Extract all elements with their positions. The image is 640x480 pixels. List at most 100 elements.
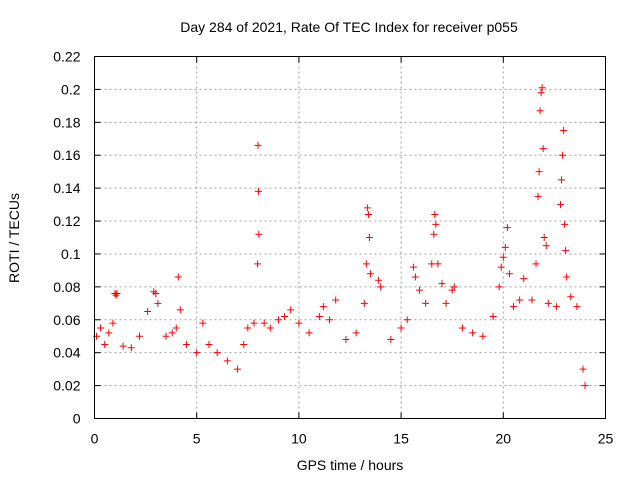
data-point: [501, 243, 509, 251]
data-point: [364, 210, 372, 218]
data-point: [442, 299, 450, 307]
data-point: [305, 329, 313, 337]
chart-title: Day 284 of 2021, Rate Of TEC Index for r…: [180, 19, 518, 35]
data-point: [573, 303, 581, 311]
data-point: [375, 276, 383, 284]
data-point: [505, 270, 513, 278]
data-point: [365, 234, 373, 241]
data-point: [255, 230, 263, 238]
data-point: [536, 107, 544, 115]
gridlines: [94, 56, 606, 419]
data-point: [528, 296, 536, 304]
data-point: [422, 299, 430, 307]
data-point: [274, 316, 282, 324]
data-point: [567, 293, 575, 301]
data-point: [234, 365, 242, 373]
data-point: [223, 357, 231, 365]
data-point: [315, 312, 323, 320]
data-point: [537, 89, 545, 97]
data-points: [93, 84, 589, 390]
data-point: [499, 253, 507, 261]
data-point: [538, 84, 546, 92]
data-point: [558, 176, 566, 184]
data-point: [193, 349, 201, 357]
y-tick-label: 0.02: [53, 378, 80, 394]
data-point: [411, 273, 419, 281]
x-tick-label: 25: [598, 431, 614, 447]
data-point: [559, 151, 567, 159]
data-point: [540, 234, 548, 241]
data-point: [254, 141, 262, 149]
data-point: [97, 324, 105, 332]
data-point: [362, 260, 370, 268]
data-point: [109, 319, 117, 327]
data-point: [144, 308, 152, 316]
y-tick-label: 0.04: [53, 345, 80, 361]
data-point: [557, 201, 565, 209]
data-point: [295, 319, 303, 327]
data-point: [326, 316, 334, 324]
data-point: [152, 289, 160, 297]
data-point: [479, 332, 487, 340]
data-point: [397, 324, 405, 332]
y-tick-label: 0.2: [61, 81, 81, 97]
axes: [94, 56, 606, 419]
data-point: [432, 220, 440, 228]
data-point: [431, 210, 439, 218]
data-point: [119, 342, 127, 350]
data-point: [174, 273, 182, 281]
data-point: [254, 187, 262, 195]
data-point: [544, 299, 552, 307]
x-tick-label: 20: [496, 431, 512, 447]
data-point: [113, 289, 121, 297]
data-point: [516, 296, 524, 304]
data-point: [450, 283, 458, 291]
data-point: [342, 336, 350, 344]
data-point: [240, 340, 248, 348]
data-point: [377, 283, 385, 291]
data-point: [112, 291, 120, 299]
data-point: [105, 329, 113, 337]
data-point: [438, 280, 446, 288]
plot-frame: [94, 56, 606, 419]
x-axis-label: GPS time / hours: [297, 457, 404, 473]
data-point: [520, 275, 528, 283]
data-point: [254, 260, 262, 268]
y-tick-label: 0.16: [53, 147, 80, 163]
data-point: [199, 319, 207, 327]
y-tick-label: 0.14: [53, 180, 80, 196]
data-point: [244, 324, 252, 332]
data-point: [428, 260, 436, 268]
data-point: [168, 329, 176, 337]
data-point: [458, 324, 466, 332]
data-point: [366, 270, 374, 278]
data-point: [409, 263, 417, 271]
data-point: [532, 260, 540, 268]
data-point: [581, 382, 589, 390]
y-tick-label: 0.08: [53, 279, 80, 295]
data-point: [260, 319, 268, 327]
x-tick-label: 0: [91, 431, 99, 447]
data-point: [560, 127, 568, 135]
y-tick-label: 0.22: [53, 49, 80, 65]
data-point: [579, 365, 587, 373]
data-point: [415, 286, 423, 294]
data-point: [162, 332, 170, 340]
data-point: [352, 329, 360, 337]
y-tick-label: 0: [73, 411, 81, 427]
data-point: [287, 306, 295, 314]
data-point: [489, 312, 497, 320]
x-tick-label: 5: [193, 431, 201, 447]
data-point: [332, 296, 340, 304]
y-axis-ticks: 0 0.02 0.04 0.06 0.08 0.1 0.12 0.14 0.16 0.18 0.2 0…: [53, 49, 606, 427]
data-point: [205, 340, 213, 348]
data-point: [539, 145, 547, 153]
x-tick-label: 15: [393, 431, 409, 447]
data-point: [319, 303, 327, 311]
data-point: [563, 273, 571, 281]
data-point: [387, 336, 395, 344]
data-point: [534, 192, 542, 200]
data-point: [552, 303, 560, 311]
data-point: [360, 299, 368, 307]
